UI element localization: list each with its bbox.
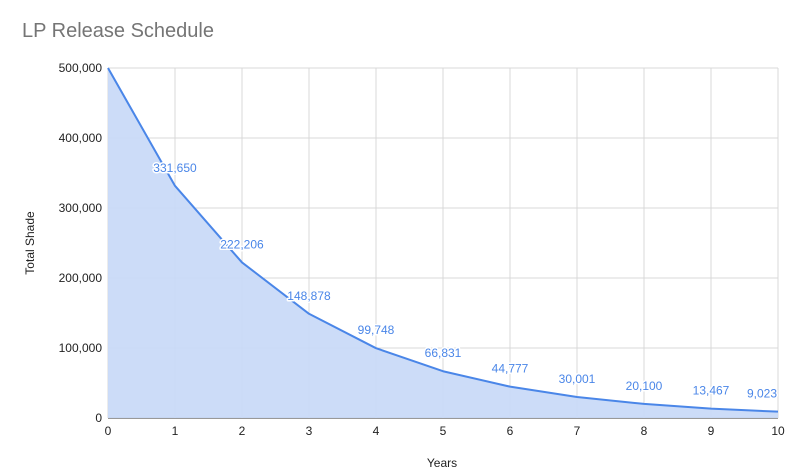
- data-labels: 331,650 222,206 148,878 99,748 66,831 44,777 3…: [152, 159, 779, 402]
- x-tick-label-2: 2: [239, 424, 246, 438]
- x-tick-label-9: 9: [708, 424, 715, 438]
- x-tick-label-4: 4: [373, 424, 380, 438]
- data-label-7: 30,001: [559, 372, 596, 386]
- data-label-3: 148,878: [287, 289, 331, 303]
- data-label-6: 44,777: [492, 362, 529, 376]
- data-label-9: 13,467: [693, 384, 730, 398]
- y-axis-label: Total Shade: [23, 211, 37, 275]
- x-tick-label-5: 5: [440, 424, 447, 438]
- y-tick-label-3: 300,000: [59, 201, 103, 215]
- y-tick-label-0: 0: [95, 411, 102, 425]
- x-axis-label: Years: [427, 456, 457, 470]
- x-tick-label-8: 8: [641, 424, 648, 438]
- y-tick-label-4: 400,000: [59, 131, 103, 145]
- data-label-4: 99,748: [358, 323, 395, 337]
- x-tick-label-0: 0: [105, 424, 112, 438]
- data-label-2: 222,206: [220, 237, 264, 251]
- y-tick-label-1: 100,000: [59, 341, 103, 355]
- y-tick-label-5: 500,000: [59, 61, 103, 75]
- x-tick-label-7: 7: [574, 424, 581, 438]
- x-axis-ticks: 0 1 2 3 4 5 6 7 8 9 10: [105, 424, 785, 438]
- x-tick-label-1: 1: [172, 424, 179, 438]
- y-tick-label-2: 200,000: [59, 271, 103, 285]
- data-label-5: 66,831: [425, 346, 462, 360]
- series-area-fill: [108, 68, 778, 418]
- data-label-1: 331,650: [153, 161, 197, 175]
- x-tick-label-10: 10: [771, 424, 785, 438]
- x-tick-label-6: 6: [507, 424, 514, 438]
- x-tick-label-3: 3: [306, 424, 313, 438]
- data-label-10: 9,023: [747, 387, 777, 401]
- y-axis-ticks: 0 100,000 200,000 300,000 400,000 500,000: [59, 61, 103, 425]
- data-label-8: 20,100: [626, 379, 663, 393]
- series-line: [107, 67, 779, 413]
- chart-title: LP Release Schedule: [22, 20, 214, 42]
- series-area-layer: [107, 67, 779, 418]
